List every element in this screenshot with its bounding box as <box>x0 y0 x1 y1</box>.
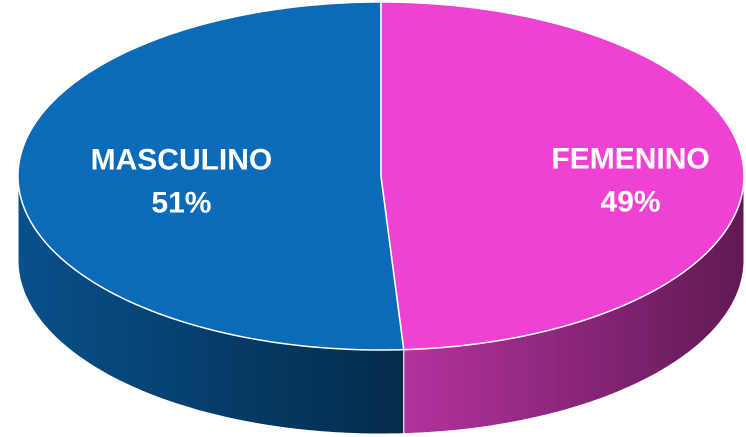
slice-label: FEMENINO <box>551 142 709 175</box>
slice-label: MASCULINO <box>91 143 273 176</box>
value-label: 49% <box>601 185 661 218</box>
slice <box>380 1 745 351</box>
value-label: 51% <box>151 186 211 219</box>
slice <box>17 1 405 351</box>
